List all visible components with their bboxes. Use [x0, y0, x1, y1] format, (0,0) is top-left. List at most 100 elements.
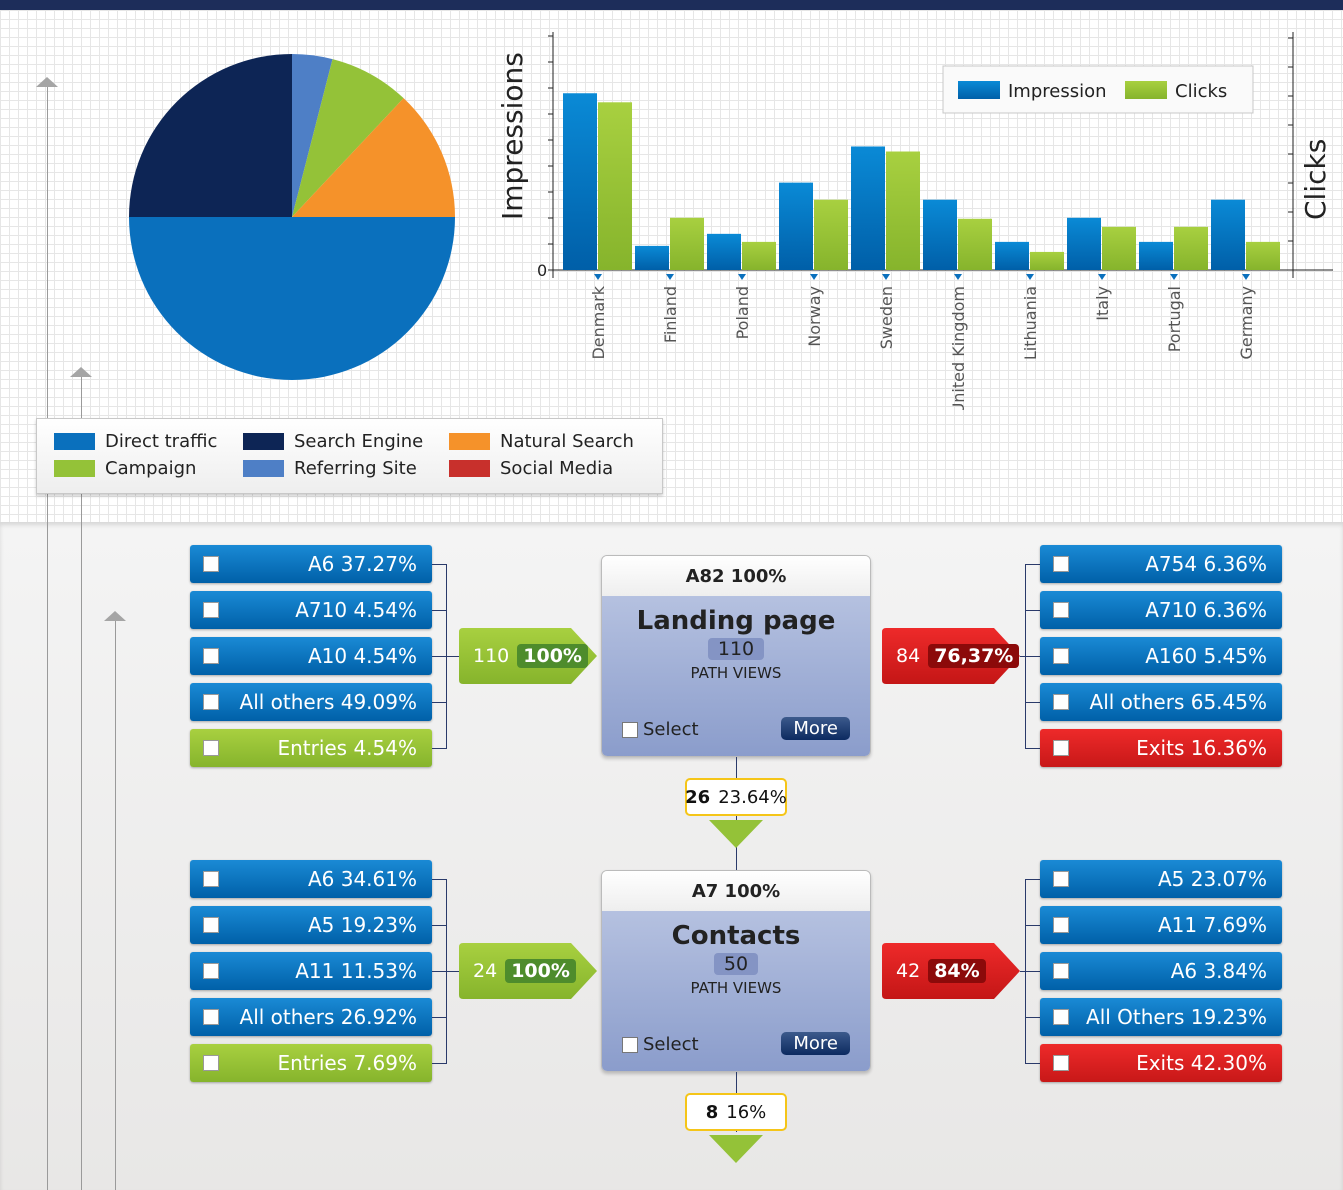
node-title: Contacts — [671, 921, 801, 951]
bar-impression-sweden[interactable] — [851, 146, 885, 270]
bar-impression-norway[interactable] — [779, 182, 813, 270]
dropdown-arrow-icon[interactable] — [594, 274, 602, 280]
dropdown-arrow-icon[interactable] — [1170, 274, 1178, 280]
dropdown-arrow-icon[interactable] — [1242, 274, 1250, 280]
dropdown-arrow-icon[interactable] — [1026, 274, 1034, 280]
pie-slice-direct-traffic[interactable] — [129, 217, 455, 380]
bar-clicks-sweden[interactable] — [886, 151, 920, 270]
checkbox[interactable] — [1053, 694, 1069, 710]
more-button[interactable]: More — [781, 717, 850, 740]
checkbox[interactable] — [203, 694, 219, 710]
pie-slice-referring-site[interactable] — [292, 54, 333, 217]
pie-slice-search-engine[interactable] — [129, 54, 292, 217]
checkbox[interactable] — [203, 871, 219, 887]
item-label: A6 3.84% — [1170, 959, 1267, 983]
pie-slice-campaign[interactable] — [292, 59, 404, 218]
bar-impression-italy[interactable] — [1067, 217, 1101, 270]
incoming-path-item[interactable]: A11 11.53% — [190, 952, 432, 990]
incoming-path-item[interactable]: A5 19.23% — [190, 906, 432, 944]
incoming-path-item[interactable]: A10 4.54% — [190, 637, 432, 675]
checkbox[interactable] — [203, 1009, 219, 1025]
connector — [1025, 564, 1040, 565]
checkbox[interactable] — [1053, 917, 1069, 933]
node-title: Landing page — [636, 606, 836, 636]
bar-impression-united-kingdom[interactable] — [923, 199, 957, 270]
checkbox[interactable] — [1053, 740, 1069, 756]
dropdown-arrow-icon[interactable] — [1098, 274, 1106, 280]
incoming-path-item[interactable]: Entries 4.54% — [190, 729, 432, 767]
item-label: All others 65.45% — [1089, 690, 1267, 714]
bar-impression-finland[interactable] — [635, 245, 669, 270]
checkbox[interactable] — [1053, 556, 1069, 572]
checkbox[interactable] — [1053, 1009, 1069, 1025]
more-button[interactable]: More — [781, 1032, 850, 1055]
checkbox[interactable] — [203, 556, 219, 572]
legend-label: Impression — [1008, 81, 1107, 102]
arrow-down-icon[interactable] — [709, 1135, 763, 1163]
select-checkbox[interactable]: Select — [622, 719, 699, 740]
outgoing-path-item[interactable]: A160 5.45% — [1040, 637, 1282, 675]
bar-clicks-germany[interactable] — [1246, 241, 1280, 270]
bar-clicks-poland[interactable] — [742, 241, 776, 270]
outgoing-path-item[interactable]: Exits 42.30% — [1040, 1044, 1282, 1082]
dropdown-arrow-icon[interactable] — [738, 274, 746, 280]
bar-clicks-united-kingdom[interactable] — [958, 218, 992, 270]
bar-impression-germany[interactable] — [1211, 199, 1245, 270]
incoming-path-item[interactable]: A710 4.54% — [190, 591, 432, 629]
outgoing-path-item[interactable]: A710 6.36% — [1040, 591, 1282, 629]
checkbox[interactable] — [622, 721, 638, 738]
incoming-path-item[interactable]: All others 49.09% — [190, 683, 432, 721]
pie-slice-natural-search[interactable] — [292, 98, 455, 217]
checkbox[interactable] — [1053, 1055, 1069, 1071]
checkbox[interactable] — [622, 1036, 638, 1053]
outgoing-path-item[interactable]: A11 7.69% — [1040, 906, 1282, 944]
bar-clicks-norway[interactable] — [814, 199, 848, 270]
arrow-up-icon[interactable] — [104, 611, 126, 621]
outgoing-path-item[interactable]: Exits 16.36% — [1040, 729, 1282, 767]
checkbox[interactable] — [203, 1055, 219, 1071]
y-tick-label: 0 — [537, 261, 547, 280]
legend-item: Campaign — [54, 458, 196, 479]
select-checkbox[interactable]: Select — [622, 1034, 699, 1055]
arrow-down-icon[interactable] — [709, 820, 763, 848]
connector — [1020, 971, 1026, 972]
incoming-path-item[interactable]: All others 26.92% — [190, 998, 432, 1036]
checkbox[interactable] — [203, 648, 219, 664]
dropdown-arrow-icon[interactable] — [882, 274, 890, 280]
connector — [432, 925, 447, 926]
bar-clicks-finland[interactable] — [670, 217, 704, 270]
legend-item: Referring Site — [243, 458, 417, 479]
checkbox[interactable] — [203, 602, 219, 618]
bar-impression-portugal[interactable] — [1139, 241, 1173, 270]
bar-clicks-portugal[interactable] — [1174, 226, 1208, 270]
bar-impression-denmark[interactable] — [563, 93, 597, 270]
checkbox[interactable] — [203, 917, 219, 933]
checkbox[interactable] — [203, 740, 219, 756]
bar-impression-lithuania[interactable] — [995, 241, 1029, 270]
checkbox[interactable] — [1053, 871, 1069, 887]
outgoing-path-item[interactable]: A5 23.07% — [1040, 860, 1282, 898]
checkbox[interactable] — [1053, 963, 1069, 979]
dropdown-arrow-icon[interactable] — [810, 274, 818, 280]
arrow-up-icon[interactable] — [70, 367, 92, 377]
arrow-up-icon[interactable] — [36, 77, 58, 87]
outgoing-path-item[interactable]: A6 3.84% — [1040, 952, 1282, 990]
incoming-path-item[interactable]: A6 37.27% — [190, 545, 432, 583]
tag-percent: 100% — [517, 644, 588, 668]
incoming-path-item[interactable]: Entries 7.69% — [190, 1044, 432, 1082]
bar-clicks-lithuania[interactable] — [1030, 251, 1064, 270]
dropdown-arrow-icon[interactable] — [666, 274, 674, 280]
pie-legend: Direct traffic Search Engine Natural Sea… — [36, 418, 663, 494]
outgoing-path-item[interactable]: All others 65.45% — [1040, 683, 1282, 721]
checkbox[interactable] — [1053, 648, 1069, 664]
item-label: A5 19.23% — [307, 913, 417, 937]
dropdown-arrow-icon[interactable] — [954, 274, 962, 280]
checkbox[interactable] — [1053, 602, 1069, 618]
outgoing-path-item[interactable]: A754 6.36% — [1040, 545, 1282, 583]
outgoing-path-item[interactable]: All Others 19.23% — [1040, 998, 1282, 1036]
bar-clicks-denmark[interactable] — [598, 102, 632, 271]
bar-impression-poland[interactable] — [707, 233, 741, 270]
checkbox[interactable] — [203, 963, 219, 979]
incoming-path-item[interactable]: A6 34.61% — [190, 860, 432, 898]
bar-clicks-italy[interactable] — [1102, 226, 1136, 270]
